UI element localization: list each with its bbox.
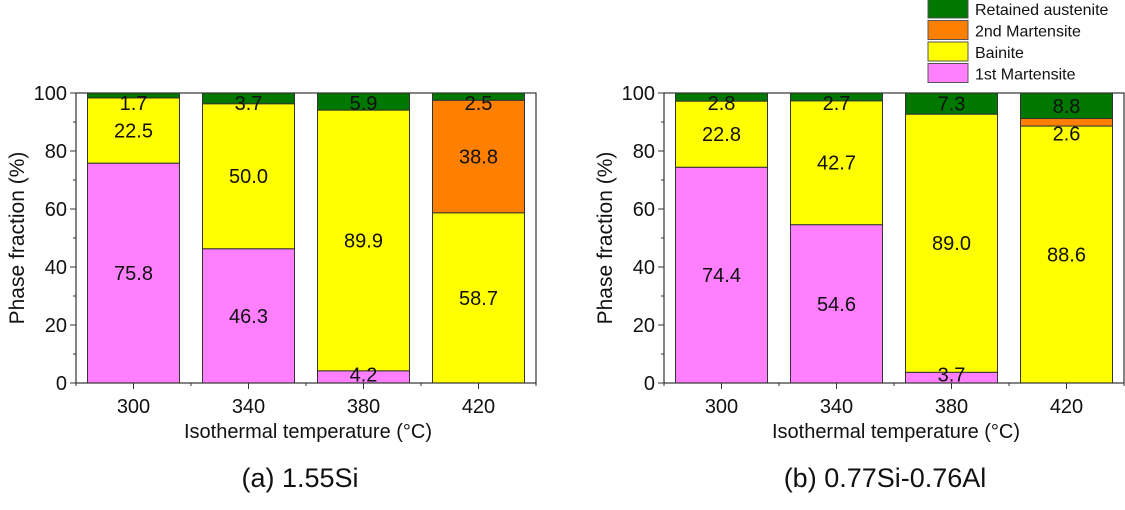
bar-segment <box>202 103 295 250</box>
bar-segment <box>87 97 180 164</box>
bar-value-label: 42.7 <box>817 153 856 175</box>
bar-segment <box>1020 125 1113 384</box>
x-tick-label: 420 <box>1050 396 1083 418</box>
bar-value-label: 2.5 <box>465 93 493 115</box>
y-tick-label: 60 <box>633 199 655 221</box>
bar-value-label: 8.8 <box>1053 96 1081 118</box>
x-tick-label: 300 <box>117 396 150 418</box>
legend-swatch <box>927 20 969 40</box>
bar-value-label: 7.3 <box>938 94 966 116</box>
y-tick-label: 0 <box>56 373 67 395</box>
chart-caption: (a) 1.55Si <box>241 463 358 493</box>
bar-value-label: 75.8 <box>114 263 153 285</box>
legend-label: Retained austenite <box>975 2 1109 19</box>
bar-value-label: 5.9 <box>350 93 378 115</box>
y-tick-label: 100 <box>34 83 67 105</box>
x-tick-label: 380 <box>935 396 968 418</box>
chart-b: 74.4 22.8 2.8 54.6 42.7 2.7 3.7 89.0 7.3 88.6 2.6 8… <box>594 83 1125 493</box>
bar-value-label: 58.7 <box>459 288 498 310</box>
bar-value-label: 50.0 <box>229 166 268 188</box>
y-axis-title: Phase fraction (%) <box>594 152 617 325</box>
legend-label: Bainite <box>975 45 1024 62</box>
legend-swatch <box>927 63 969 83</box>
y-tick-label: 100 <box>622 83 655 105</box>
bar-value-label: 88.6 <box>1047 245 1086 267</box>
bar-segment <box>1020 92 1113 120</box>
bar-value-label: 3.7 <box>938 364 966 386</box>
y-tick-label: 80 <box>45 141 67 163</box>
bar-value-label: 1.7 <box>120 93 148 115</box>
x-axis-title: Isothermal temperature (°C) <box>184 421 432 443</box>
bar-value-label: 2.8 <box>708 93 736 115</box>
x-tick-label: 380 <box>347 396 380 418</box>
bar-segment <box>317 109 410 372</box>
bar-segment <box>905 113 998 373</box>
bar-value-label: 3.7 <box>235 93 263 115</box>
bar-value-label: 22.5 <box>114 121 153 143</box>
bar-value-label: 46.3 <box>229 306 268 328</box>
bar-value-label: 38.8 <box>459 147 498 169</box>
x-tick-label: 420 <box>462 396 495 418</box>
bar-value-label: 89.9 <box>344 230 383 252</box>
bar-segment <box>675 166 768 384</box>
bar-value-label: 22.8 <box>702 124 741 146</box>
y-tick-label: 40 <box>45 257 67 279</box>
bar-segment <box>790 100 883 226</box>
bar-segment <box>432 99 525 214</box>
bar-value-label: 4.2 <box>350 364 378 386</box>
bar-value-label: 89.0 <box>932 233 971 255</box>
legend-label: 1st Martensite <box>975 67 1076 84</box>
y-tick-label: 80 <box>633 141 655 163</box>
y-tick-label: 40 <box>633 257 655 279</box>
legend: Retained austenite 2nd Martensite Bainite 1… <box>927 0 1109 84</box>
y-axis-title: Phase fraction (%) <box>6 152 29 325</box>
bar-value-label: 2.6 <box>1053 123 1081 145</box>
bar-segment <box>202 248 295 384</box>
y-tick-label: 0 <box>644 373 655 395</box>
bar-segment <box>432 212 525 384</box>
bar-value-label: 74.4 <box>702 265 741 287</box>
bar-value-label: 54.6 <box>817 294 856 316</box>
x-axis-title: Isothermal temperature (°C) <box>772 421 1020 443</box>
x-tick-label: 340 <box>820 396 853 418</box>
bar-segment <box>87 162 180 384</box>
y-tick-label: 20 <box>45 315 67 337</box>
chart-caption: (b) 0.77Si-0.76Al <box>784 463 987 493</box>
x-tick-label: 340 <box>232 396 265 418</box>
y-tick-label: 60 <box>45 199 67 221</box>
bar-segment <box>790 224 883 384</box>
legend-swatch <box>927 0 969 19</box>
chart-a: 75.8 22.5 1.7 46.3 50.0 3.7 4.2 89.9 5.9 58.7 38.8… <box>6 83 537 493</box>
legend-label: 2nd Martensite <box>975 24 1081 41</box>
y-tick-label: 20 <box>633 315 655 337</box>
bar-value-label: 2.7 <box>823 93 851 115</box>
x-tick-label: 300 <box>705 396 738 418</box>
legend-swatch <box>927 41 969 62</box>
